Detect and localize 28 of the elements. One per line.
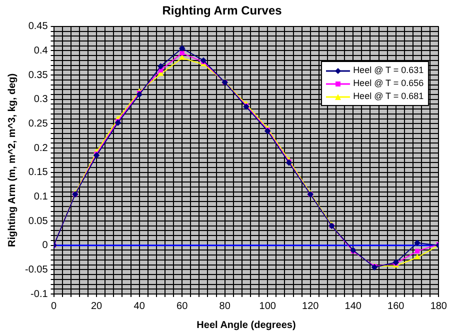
legend-label: Heel @ T = 0.631 — [353, 64, 424, 78]
x-tick-label: 160 — [388, 300, 405, 312]
legend-label: Heel @ T = 0.656 — [353, 77, 424, 90]
x-tick-label: 40 — [134, 300, 146, 312]
y-tick-label: -0.05 — [24, 264, 48, 276]
y-tick-label: 0.35 — [28, 70, 48, 81]
y-tick-label: 0.1 — [34, 191, 48, 202]
x-tick-label: 120 — [302, 300, 320, 312]
y-tick-label: 0.2 — [34, 142, 48, 154]
y-tick-label: 0.25 — [28, 118, 48, 130]
x-tick-label: 0 — [51, 300, 58, 312]
y-tick-label: 0.05 — [28, 216, 48, 227]
chart-title: Righting Arm Curves — [162, 4, 282, 18]
x-tick-label: 20 — [90, 300, 103, 312]
y-tick-label: -0.1 — [30, 288, 48, 300]
y-tick-label: 0.45 — [28, 21, 48, 32]
legend-label: Heel @ T = 0.681 — [353, 90, 424, 104]
x-tick-label: 140 — [344, 300, 362, 312]
x-axis-title: Heel Angle (degrees) — [196, 320, 296, 331]
x-tick-label: 180 — [430, 300, 448, 312]
y-tick-label: 0.4 — [34, 45, 48, 56]
x-tick-label: 60 — [176, 300, 188, 312]
x-tick-label: 80 — [219, 300, 231, 312]
y-tick-label: 0.15 — [28, 167, 48, 178]
y-tick-label: 0 — [42, 240, 48, 252]
y-axis-title: Righting Arm (m, m^2, m^3, kg, deg) — [6, 73, 18, 247]
x-tick-label: 100 — [259, 300, 276, 312]
y-tick-label: 0.3 — [34, 94, 48, 106]
